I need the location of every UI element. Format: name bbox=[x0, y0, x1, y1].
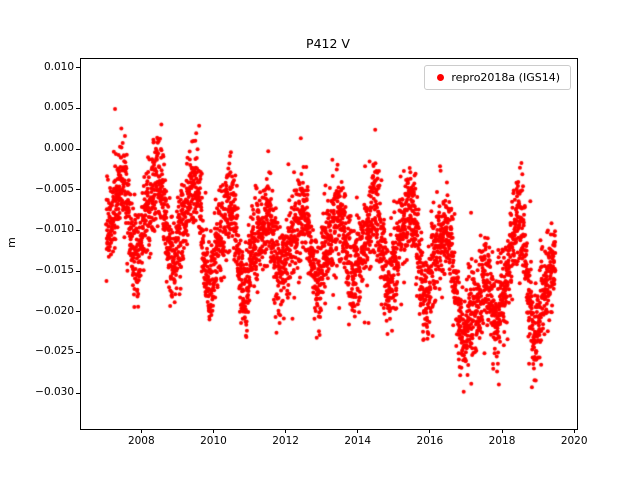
y-tick-mark bbox=[76, 148, 80, 150]
x-tick-label: 2010 bbox=[200, 435, 227, 447]
y-tick-label: −0.025 bbox=[35, 345, 74, 358]
y-tick-label: 0.005 bbox=[43, 101, 74, 114]
x-tick-label: 2014 bbox=[344, 435, 372, 447]
y-tick-mark bbox=[76, 311, 80, 313]
y-tick-mark bbox=[76, 107, 80, 109]
x-tick-mark bbox=[140, 429, 142, 433]
x-tick-mark bbox=[285, 429, 287, 433]
y-tick-mark bbox=[76, 270, 80, 272]
y-tick-mark bbox=[76, 229, 80, 231]
x-tick-mark bbox=[501, 429, 503, 433]
legend-label: repro2018a (IGS14) bbox=[451, 71, 560, 84]
x-tick-label: 2012 bbox=[272, 435, 299, 447]
x-tick-mark bbox=[429, 429, 431, 433]
legend-marker-dot-icon bbox=[437, 74, 445, 81]
x-tick-mark bbox=[357, 429, 359, 433]
y-tick-mark bbox=[76, 189, 80, 191]
y-tick-mark bbox=[76, 67, 80, 69]
x-tick-mark bbox=[573, 429, 575, 433]
x-tick-label: 2018 bbox=[488, 435, 516, 447]
plot-area: repro2018a (IGS14) bbox=[80, 58, 578, 430]
y-tick-label: −0.030 bbox=[35, 386, 74, 399]
scatter-canvas bbox=[81, 59, 577, 429]
legend: repro2018a (IGS14) bbox=[424, 65, 571, 90]
y-axis-label: m bbox=[4, 237, 18, 248]
chart-title: P412 V bbox=[306, 36, 350, 51]
x-tick-label: 2008 bbox=[127, 435, 155, 447]
x-tick-mark bbox=[212, 429, 214, 433]
y-tick-label: −0.015 bbox=[35, 264, 74, 277]
y-tick-label: −0.005 bbox=[35, 182, 74, 195]
y-tick-mark bbox=[76, 351, 80, 353]
x-tick-label: 2020 bbox=[560, 435, 588, 447]
y-tick-mark bbox=[76, 392, 80, 394]
y-tick-label: −0.020 bbox=[35, 304, 74, 317]
x-tick-label: 2016 bbox=[416, 435, 444, 447]
y-tick-label: −0.010 bbox=[35, 223, 74, 236]
y-tick-label: 0.010 bbox=[43, 60, 74, 73]
y-tick-label: 0.000 bbox=[43, 142, 74, 155]
